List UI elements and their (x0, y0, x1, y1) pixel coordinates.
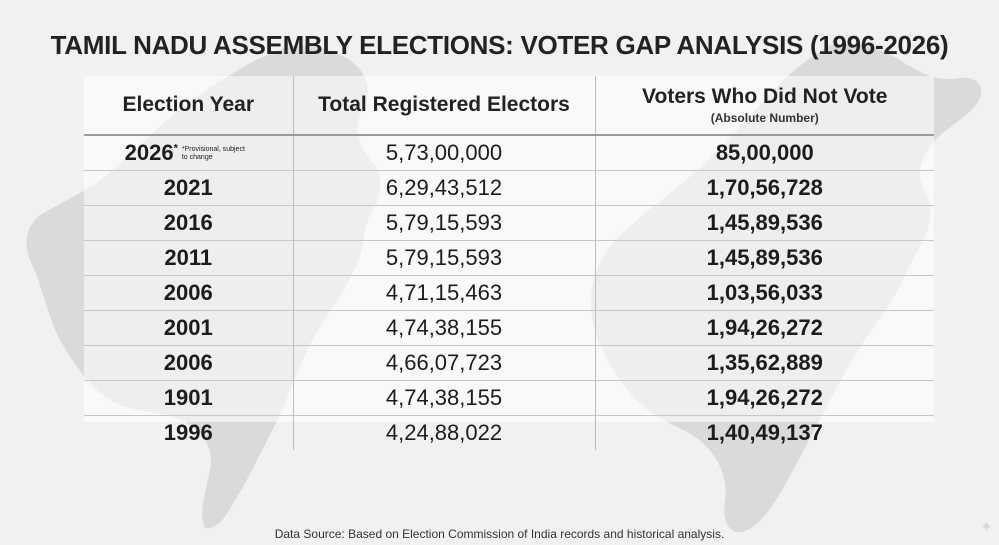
table-row: 2021 6,29,43,512 1,70,56,728 (84, 170, 934, 206)
header-election-year: Election Year (84, 76, 293, 136)
cell-non-voters: 1,45,89,536 (594, 205, 934, 241)
cell-non-voters: 1,35,62,889 (594, 345, 934, 381)
table-row: 2001 4,74,38,155 1,94,26,272 (84, 310, 934, 346)
cell-total-electors: 4,74,38,155 (292, 310, 595, 346)
table-row: 1996 4,24,88,022 1,40,49,137 (84, 415, 934, 450)
header-total-electors: Total Registered Electors (292, 76, 595, 136)
cell-year: 2016 (84, 205, 293, 241)
table-row: 2006 4,71,15,463 1,03,56,033 (84, 275, 934, 311)
table-row: 1901 4,74,38,155 1,94,26,272 (84, 380, 934, 416)
data-source-note: Data Source: Based on Election Commissio… (274, 527, 725, 541)
voter-gap-table: Election Year Total Registered Electors … (84, 76, 934, 450)
cell-year: 1996 (84, 415, 293, 450)
cell-non-voters: 1,94,26,272 (594, 380, 934, 416)
cell-total-electors: 4,71,15,463 (292, 275, 595, 311)
cell-total-electors: 4,24,88,022 (292, 415, 595, 450)
cell-year: 2026* *Provisional, subject to change (84, 135, 293, 171)
table-header-row: Election Year Total Registered Electors … (84, 76, 934, 136)
cell-total-electors: 4,74,38,155 (292, 380, 595, 416)
cell-non-voters: 1,45,89,536 (594, 240, 934, 276)
cell-total-electors: 5,79,15,593 (292, 205, 595, 241)
header-non-voters-sub: (Absolute Number) (710, 111, 819, 125)
page-title: TAMIL NADU ASSEMBLY ELECTIONS: VOTER GAP… (50, 30, 949, 60)
sparkle-icon: ✦ (979, 519, 993, 536)
cell-year: 2011 (84, 240, 293, 276)
data-table: Election Year Total Registered Electors … (84, 76, 934, 450)
cell-non-voters: 85,00,000 (594, 135, 934, 171)
cell-total-electors: 5,79,15,593 (292, 240, 595, 276)
provisional-note: *Provisional, subject to change (181, 146, 245, 162)
provisional-marker: * (173, 142, 178, 155)
cell-year: 2006 (84, 345, 293, 381)
cell-non-voters: 1,70,56,728 (594, 170, 934, 206)
table-row: 2016 5,79,15,593 1,45,89,536 (84, 205, 934, 241)
cell-non-voters: 1,03,56,033 (594, 275, 934, 311)
cell-year: 2021 (84, 170, 293, 206)
cell-year: 2006 (84, 275, 293, 311)
year-value: 2026 (124, 140, 174, 165)
cell-total-electors: 5,73,00,000 (292, 135, 595, 171)
table-row: 2011 5,79,15,593 1,45,89,536 (84, 240, 934, 276)
cell-year: 2001 (84, 310, 293, 346)
cell-total-electors: 4,66,07,723 (292, 345, 595, 381)
cell-non-voters: 1,40,49,137 (594, 415, 934, 450)
cell-non-voters: 1,94,26,272 (594, 310, 934, 346)
cell-total-electors: 6,29,43,512 (292, 170, 595, 206)
header-non-voters: Voters Who Did Not Vote (Absolute Number… (594, 76, 934, 136)
header-non-voters-label: Voters Who Did Not Vote (642, 85, 888, 108)
cell-year: 1901 (84, 380, 293, 416)
table-row: 2006 4,66,07,723 1,35,62,889 (84, 345, 934, 381)
table-row: 2026* *Provisional, subject to change 5,7… (84, 135, 934, 171)
